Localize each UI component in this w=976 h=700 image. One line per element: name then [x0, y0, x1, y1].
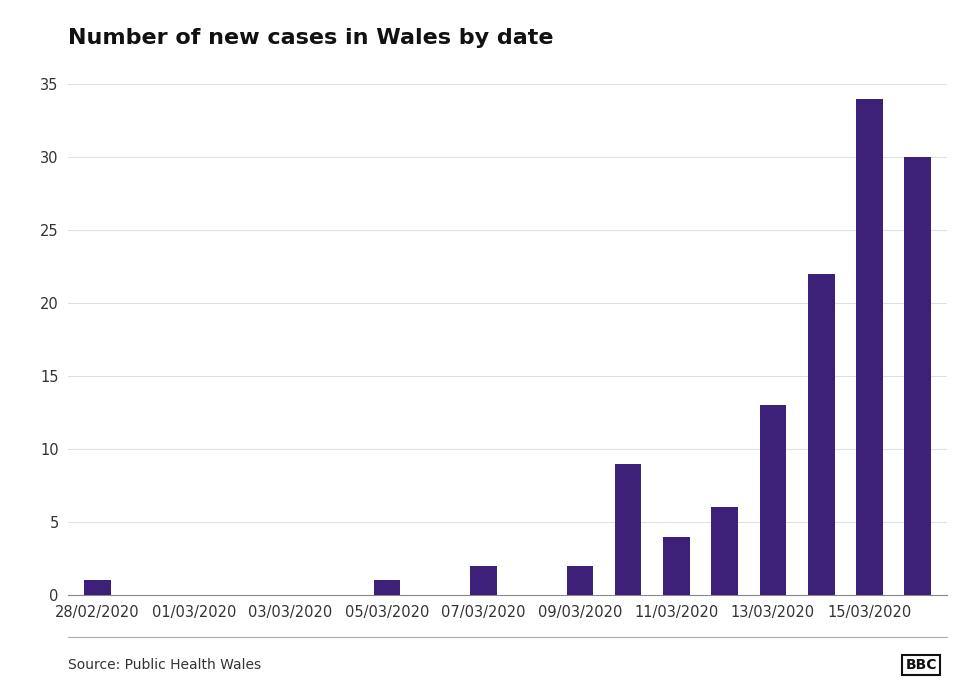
Bar: [712, 508, 738, 595]
Bar: [470, 566, 497, 595]
Bar: [808, 274, 834, 595]
Bar: [663, 537, 690, 595]
Text: Number of new cases in Wales by date: Number of new cases in Wales by date: [68, 28, 553, 48]
Text: Source: Public Health Wales: Source: Public Health Wales: [68, 658, 262, 672]
Bar: [905, 157, 931, 595]
Bar: [615, 463, 641, 595]
Bar: [84, 580, 110, 595]
Text: BBC: BBC: [906, 658, 937, 672]
Bar: [567, 566, 593, 595]
Bar: [374, 580, 400, 595]
Bar: [856, 99, 882, 595]
Bar: [759, 405, 787, 595]
